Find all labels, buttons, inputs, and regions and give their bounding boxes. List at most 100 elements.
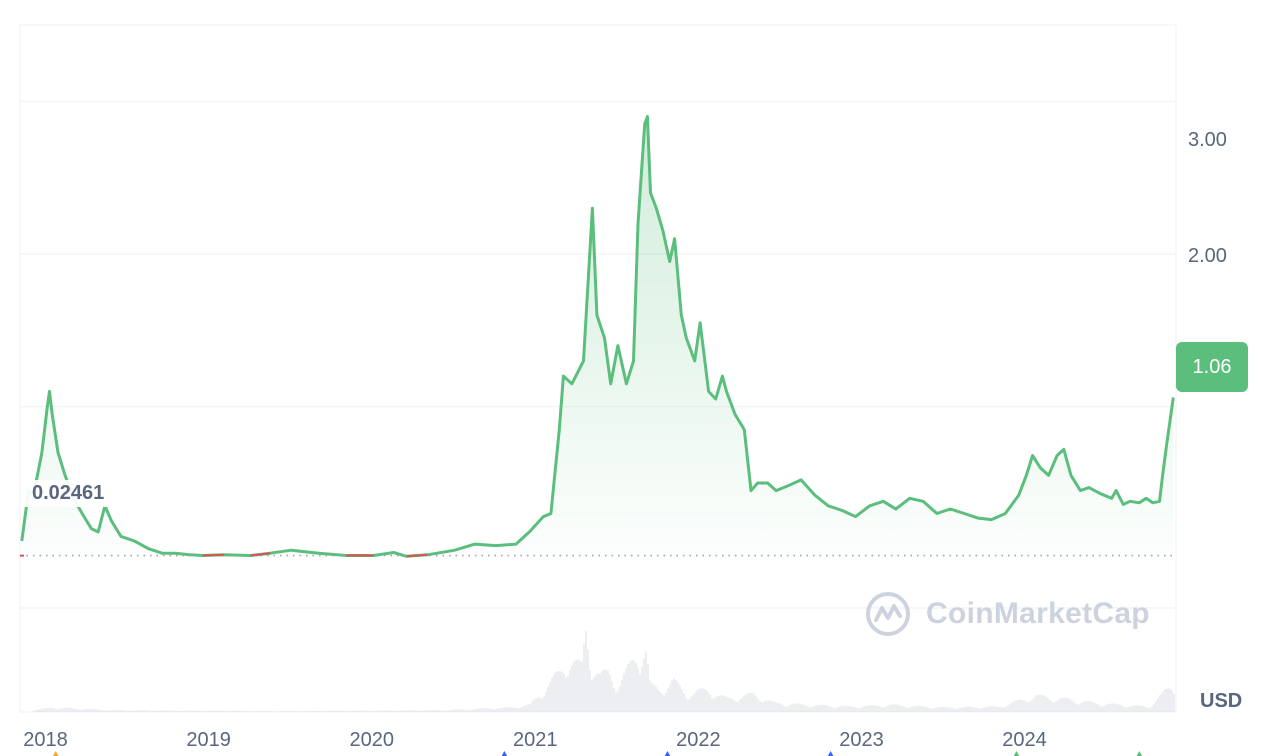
- volume-bar: [789, 704, 791, 712]
- volume-bar: [587, 649, 589, 712]
- volume-bar: [361, 710, 363, 712]
- volume-bar: [1019, 699, 1021, 712]
- volume-bar: [1059, 698, 1061, 712]
- volume-bar: [493, 709, 495, 712]
- volume-bar: [331, 710, 333, 712]
- price-point: [515, 543, 517, 545]
- price-point: [882, 500, 884, 502]
- volume-bar: [705, 689, 707, 712]
- volume-bar: [903, 706, 905, 712]
- volume-bar: [697, 689, 699, 712]
- volume-bar: [1157, 697, 1159, 712]
- volume-bar: [57, 708, 59, 712]
- price-point: [855, 516, 857, 518]
- volume-bar: [239, 710, 241, 712]
- volume-bar: [1103, 705, 1105, 712]
- volume-bar: [1109, 703, 1111, 712]
- volume-bar: [55, 709, 57, 712]
- price-point: [406, 555, 408, 557]
- price-point: [1004, 513, 1006, 515]
- y-tick-label: 2.00: [1188, 245, 1227, 267]
- volume-bar: [327, 710, 329, 712]
- volume-bar: [967, 706, 969, 712]
- volume-bar: [149, 710, 151, 712]
- volume-bar: [547, 686, 549, 712]
- volume-bar: [535, 698, 537, 712]
- volume-bar: [1033, 697, 1035, 712]
- volume-bar: [979, 708, 981, 712]
- price-point: [757, 482, 759, 484]
- volume-bar: [969, 706, 971, 712]
- volume-bar: [681, 689, 683, 712]
- volume-bar: [825, 705, 827, 712]
- volume-bar: [827, 705, 829, 712]
- volume-bar: [603, 669, 605, 712]
- price-point: [708, 390, 710, 392]
- volume-bar: [1053, 702, 1055, 712]
- volume-bar: [449, 710, 451, 712]
- coinmarketcap-logo-icon: [866, 592, 910, 636]
- volume-bar: [1123, 706, 1125, 712]
- volume-bar: [537, 697, 539, 712]
- price-point: [743, 429, 745, 431]
- volume-bar: [1167, 688, 1169, 712]
- volume-bar: [529, 704, 531, 712]
- volume-bar: [1155, 700, 1157, 712]
- price-point: [1159, 500, 1161, 502]
- volume-bar: [569, 670, 571, 712]
- volume-bar: [1047, 698, 1049, 712]
- volume-bar: [801, 704, 803, 712]
- volume-bar: [227, 711, 229, 712]
- price-point: [454, 549, 456, 551]
- price-point: [977, 517, 979, 519]
- volume-bar: [101, 710, 103, 712]
- price-point: [474, 543, 476, 545]
- volume-bar: [453, 709, 455, 712]
- price-point: [542, 516, 544, 518]
- volume-bar: [761, 702, 763, 712]
- price-point: [550, 513, 552, 515]
- price-point: [558, 429, 560, 431]
- volume-bar: [79, 709, 81, 712]
- volume-bar: [65, 707, 67, 712]
- price-point: [1048, 474, 1050, 476]
- volume-bar: [593, 676, 595, 712]
- volume-bar: [1119, 704, 1121, 712]
- volume-bar: [1009, 704, 1011, 712]
- x-tick-label: 2022: [676, 729, 721, 751]
- volume-bar: [1145, 706, 1147, 712]
- volume-bar: [349, 711, 351, 712]
- volume-bar: [291, 710, 293, 712]
- volume-bar: [363, 710, 365, 712]
- volume-bar: [39, 709, 41, 712]
- price-point: [528, 531, 530, 533]
- volume-bar: [891, 704, 893, 712]
- volume-bar: [379, 710, 381, 712]
- x-tick-label: 2023: [839, 729, 884, 751]
- volume-bar: [627, 664, 629, 712]
- volume-bar: [425, 710, 427, 712]
- volume-bar: [81, 709, 83, 712]
- volume-bar: [423, 710, 425, 712]
- volume-bar: [909, 707, 911, 712]
- volume-bar: [623, 673, 625, 712]
- price-point: [650, 192, 652, 194]
- volume-bar: [861, 707, 863, 712]
- volume-bar: [201, 711, 203, 712]
- volume-bar: [339, 710, 341, 712]
- baseline-price-label: 0.02461: [24, 480, 113, 507]
- volume-bar: [989, 706, 991, 712]
- volume-bar: [53, 708, 55, 712]
- price-point: [1025, 474, 1027, 476]
- volume-bar: [333, 710, 335, 712]
- volume-bar: [549, 682, 551, 712]
- volume-bar: [1099, 705, 1101, 712]
- volume-bar: [195, 710, 197, 712]
- volume-bar: [131, 710, 133, 712]
- price-point: [64, 474, 66, 476]
- volume-bar: [1065, 697, 1067, 712]
- volume-bar: [407, 710, 409, 712]
- volume-bar: [1043, 695, 1045, 712]
- volume-bar: [875, 705, 877, 712]
